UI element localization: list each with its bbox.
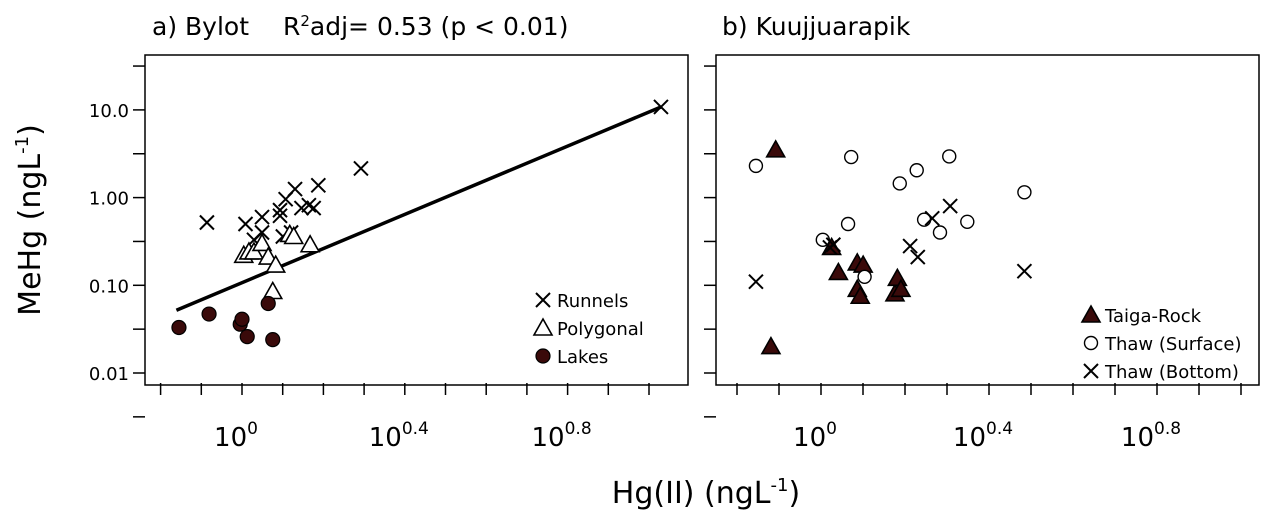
x-tick-label: 100.8: [1121, 419, 1181, 453]
data-point-polygonal: [299, 234, 321, 253]
legend-label: Runnels: [557, 291, 628, 312]
data-point-lakes: [201, 306, 217, 322]
data-point-taiga-rock: [849, 285, 871, 305]
panel-b: b) Kuujjuarapik 100 100.4 100.8 Taiga-Rock…: [704, 12, 1260, 453]
data-point-thaw-bottom-: [910, 249, 926, 265]
data-point-thaw-surface-: [857, 269, 872, 285]
data-point-runnels: [237, 216, 254, 232]
data-point-thaw-bottom-: [924, 210, 940, 227]
data-point-thaw-surface-: [942, 149, 957, 164]
data-point-taiga-rock: [890, 278, 912, 298]
data-point-runnels: [301, 197, 317, 213]
legend-marker: [535, 348, 551, 364]
panel-b-legend: Taiga-Rock Thaw (Surface) Thaw (Bottom): [1080, 304, 1242, 383]
legend-label: Polygonal: [557, 319, 644, 340]
data-point-polygonal: [251, 232, 273, 252]
x-axis-label: Hg(II) (ngL-1): [612, 475, 800, 511]
data-point-runnels: [310, 177, 327, 194]
data-point-lakes: [171, 319, 187, 336]
legend-label: Taiga-Rock: [1104, 306, 1202, 327]
legend-marker: [1083, 335, 1099, 351]
panel-a-plot-area: [144, 54, 689, 386]
data-point-thaw-surface-: [892, 176, 907, 191]
panel-a-points: [171, 99, 669, 348]
data-point-thaw-surface-: [932, 225, 948, 240]
legend-marker: [532, 317, 554, 336]
data-point-polygonal: [265, 254, 287, 273]
data-point-runnels: [272, 208, 288, 224]
data-point-runnels: [653, 99, 669, 115]
data-point-thaw-bottom-: [825, 237, 842, 253]
data-point-thaw-surface-: [909, 163, 924, 178]
x-tick-label: 100.4: [953, 419, 1013, 453]
panel-b-plot-area: [715, 54, 1260, 386]
data-point-lakes: [234, 311, 250, 327]
data-point-taiga-rock: [765, 139, 787, 158]
panel-b-title: b) Kuujjuarapik: [722, 12, 911, 41]
panel-b-x-axis: 100 100.4 100.8: [736, 383, 1242, 453]
data-point-taiga-rock: [828, 261, 849, 281]
x-tick-label: 100: [214, 419, 258, 453]
data-point-lakes: [265, 332, 281, 348]
x-tick-label: 100.8: [532, 419, 592, 453]
legend-marker: [535, 292, 551, 308]
data-point-thaw-surface-: [843, 149, 859, 165]
y-axis-label: MeHg (ngL-1): [12, 124, 48, 316]
data-point-thaw-surface-: [960, 214, 975, 229]
legend-label: Thaw (Surface): [1104, 334, 1242, 355]
y-tick-label: 1.00: [89, 189, 129, 210]
panel-a-x-axis: 100 100.4 100.8: [159, 383, 650, 453]
data-point-runnels: [199, 214, 215, 231]
x-tick-label: 100: [793, 419, 837, 453]
x-tick-label: 100.4: [369, 419, 429, 453]
data-point-thaw-surface-: [1017, 185, 1032, 200]
panel-a-legend: Runnels Polygonal Lakes: [532, 291, 644, 368]
data-point-runnels: [287, 181, 303, 197]
panel-a-fit-line-group: [175, 105, 662, 312]
data-point-lakes: [239, 329, 255, 345]
panel-a-y-axis: 0.01 0.10 1.00 10.0: [89, 65, 145, 418]
data-point-runnels: [272, 202, 288, 218]
regression-line: [175, 105, 662, 312]
y-tick-label: 0.10: [89, 276, 129, 297]
legend-label: Thaw (Bottom): [1104, 362, 1239, 383]
data-point-taiga-rock: [887, 267, 908, 287]
y-tick-label: 10.0: [89, 101, 129, 122]
data-point-thaw-surface-: [748, 158, 764, 174]
panel-a-title: a) Bylot: [152, 12, 249, 41]
data-point-lakes: [260, 295, 276, 312]
data-point-thaw-bottom-: [902, 238, 918, 254]
data-point-taiga-rock: [760, 335, 782, 355]
data-point-runnels: [254, 209, 270, 225]
panel-b-y-axis: [704, 65, 716, 418]
data-point-polygonal: [283, 225, 305, 245]
legend-marker: [1080, 304, 1102, 323]
data-point-thaw-bottom-: [942, 198, 958, 214]
panel-a: a) Bylot R2adj= 0.53 (p < 0.01) 0.01 0.10…: [89, 12, 689, 453]
data-point-thaw-bottom-: [748, 273, 764, 290]
data-point-runnels: [353, 160, 369, 177]
data-point-polygonal: [262, 280, 284, 300]
data-point-runnels: [305, 200, 322, 216]
y-tick-label: 0.01: [89, 364, 129, 385]
panel-a-annotation: R2adj= 0.53 (p < 0.01): [283, 12, 568, 41]
data-point-thaw-bottom-: [1016, 263, 1033, 279]
data-point-thaw-surface-: [840, 216, 856, 232]
legend-marker: [1083, 363, 1099, 379]
panel-b-points: [748, 139, 1033, 355]
legend-label: Lakes: [557, 347, 608, 368]
